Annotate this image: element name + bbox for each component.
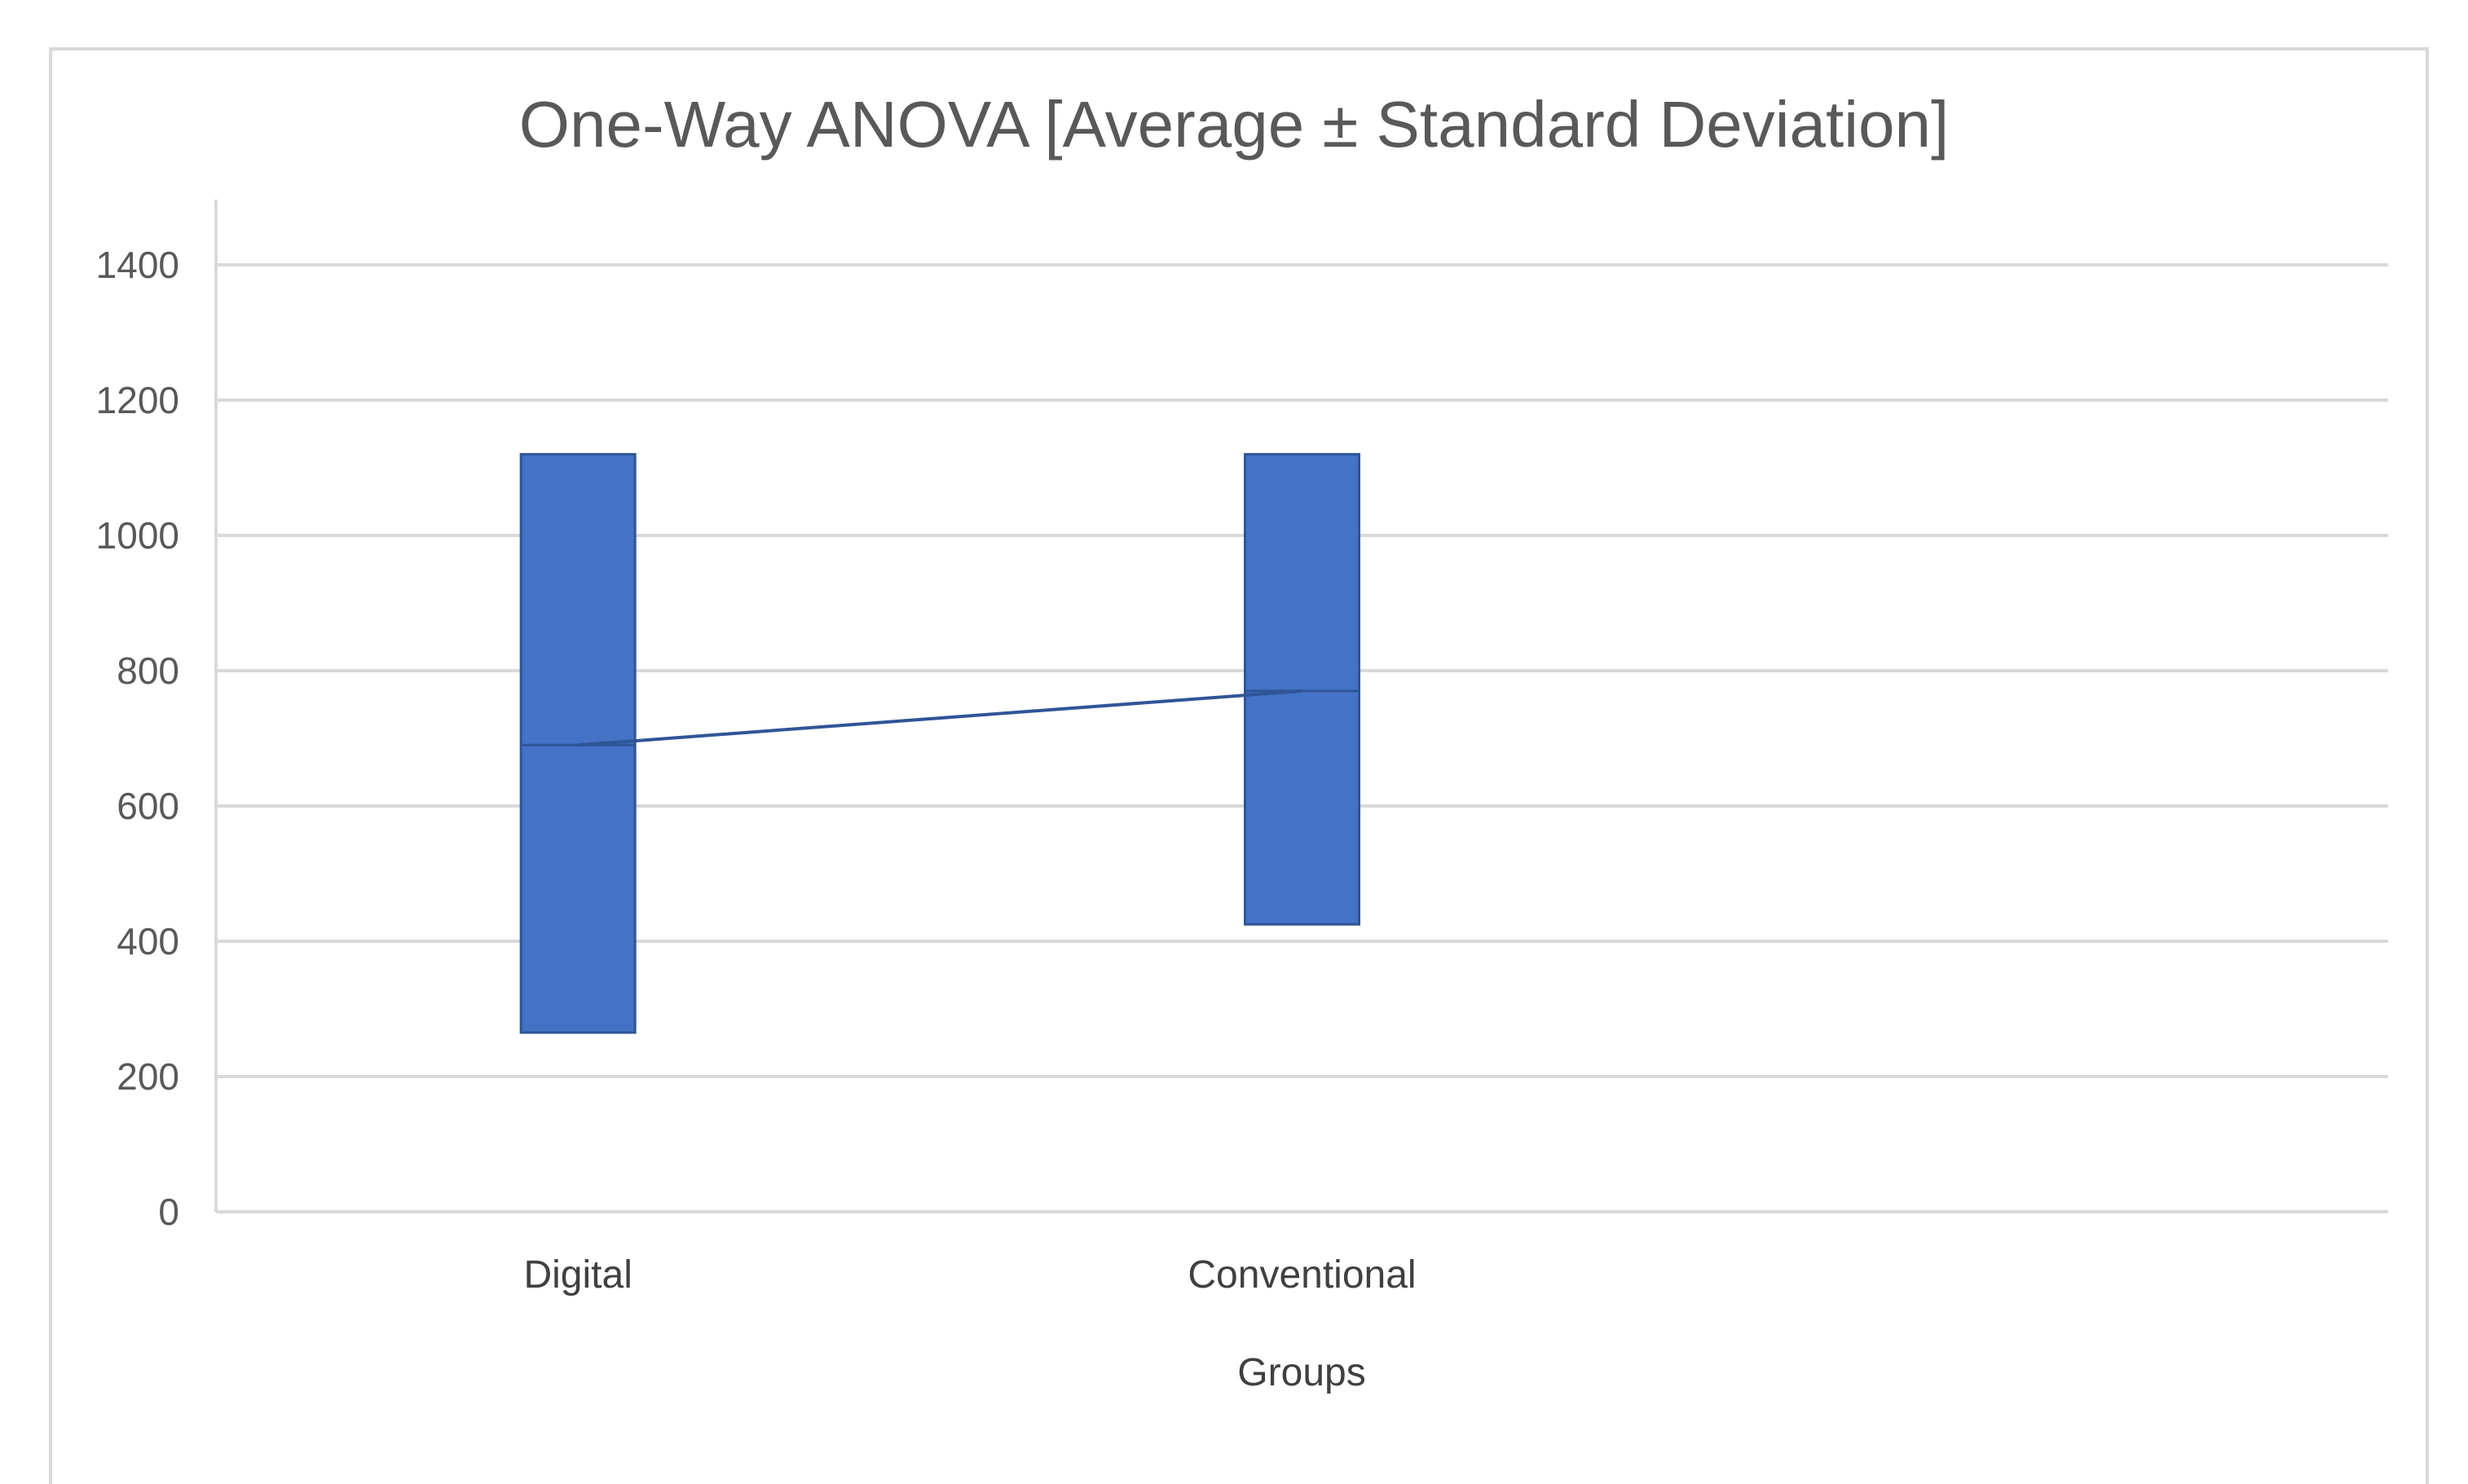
y-tick-label-0: 0 (158, 1191, 179, 1233)
y-axis-ticks: 0 200 400 600 800 1000 1200 1400 (96, 244, 179, 1233)
range-bars (519, 452, 1360, 1034)
x-category-label-digital: Digital (523, 1253, 632, 1297)
x-axis-title: Groups (1237, 1351, 1365, 1394)
y-tick-label-1000: 1000 (96, 514, 179, 557)
y-tick-label-600: 600 (117, 785, 179, 827)
range-bar-conventional (1244, 452, 1360, 926)
chart-frame (49, 47, 2429, 1484)
chart-title: One-Way ANOVA [Average ± Standard Deviat… (519, 88, 1949, 161)
mean-line-group (578, 689, 1302, 747)
x-axis-categories: Digital Conventional (523, 1253, 1416, 1297)
y-tick-label-1400: 1400 (96, 244, 179, 286)
y-tick-label-1200: 1200 (96, 379, 179, 421)
y-tick-label-800: 800 (117, 650, 179, 692)
y-tick-label-200: 200 (117, 1055, 179, 1098)
mean-line (578, 689, 1302, 747)
y-tick-label-400: 400 (117, 920, 179, 962)
x-category-label-conventional: Conventional (1188, 1253, 1416, 1297)
